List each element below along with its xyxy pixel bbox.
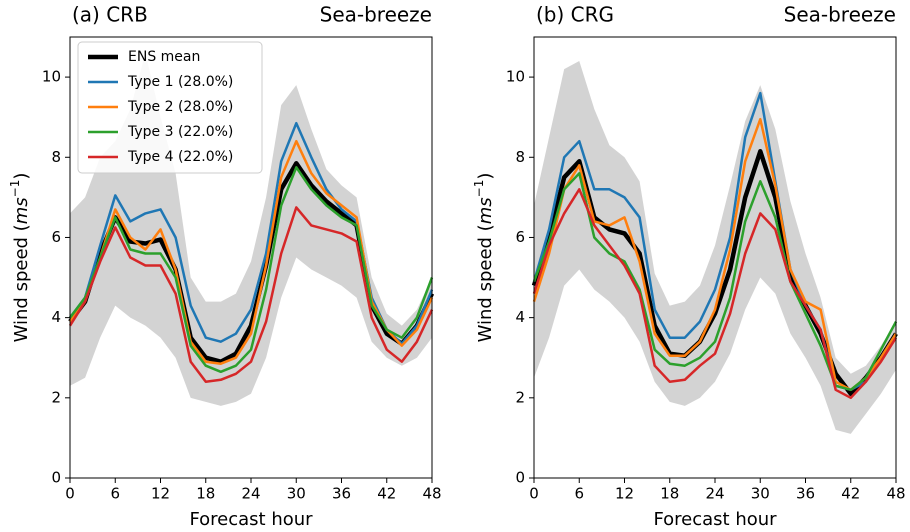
- x-tick-label: 30: [751, 485, 770, 503]
- panel-title: (a) CRB: [72, 3, 148, 27]
- x-axis-label: Forecast hour: [189, 509, 313, 530]
- y-axis-label-part: −1: [472, 180, 486, 198]
- y-axis-label-part: −1: [8, 180, 22, 198]
- x-tick-label: 18: [660, 485, 679, 503]
- y-tick-label: 2: [515, 388, 525, 406]
- y-tick-label: 6: [51, 228, 61, 246]
- y-tick-label: 2: [51, 388, 61, 406]
- x-tick-label: 30: [287, 485, 306, 503]
- x-tick-label: 42: [841, 485, 860, 503]
- x-tick-label: 48: [422, 485, 441, 503]
- y-tick-label: 10: [506, 68, 525, 86]
- legend-label: Type 4 (22.0%): [127, 149, 233, 165]
- x-tick-label: 48: [886, 485, 905, 503]
- series-line: [69, 166, 434, 374]
- legend-box: [77, 41, 263, 174]
- spread-band: [534, 61, 896, 434]
- x-tick-label: 36: [796, 485, 815, 503]
- y-tick-label: 6: [515, 228, 525, 246]
- x-tick-label: 6: [574, 485, 584, 503]
- legend-label: Type 3 (22.0%): [127, 124, 233, 140]
- x-tick-label: 24: [705, 485, 724, 503]
- y-axis-label-part: ): [475, 173, 496, 180]
- panel-annotation: Sea-breeze: [320, 3, 432, 27]
- y-axis-label-part: ms: [475, 197, 496, 224]
- series-line: [532, 117, 898, 392]
- x-tick-label: 36: [332, 485, 351, 503]
- x-tick-label: 0: [65, 485, 75, 503]
- y-tick-label: 10: [42, 68, 61, 86]
- x-tick-label: 12: [151, 485, 170, 503]
- y-axis-label-part: ): [11, 173, 32, 180]
- y-tick-label: 4: [51, 308, 61, 326]
- series-line: [532, 188, 898, 400]
- y-tick-label: 0: [51, 469, 61, 487]
- y-axis-label-part: Wind speed (: [11, 224, 32, 342]
- x-axis-label: Forecast hour: [653, 509, 777, 530]
- panel-title: (b) CRG: [536, 3, 614, 27]
- y-tick-label: 8: [51, 148, 61, 166]
- x-tick-label: 18: [196, 485, 215, 503]
- x-tick-label: 42: [377, 485, 396, 503]
- y-tick-label: 0: [515, 469, 525, 487]
- legend-label: Type 2 (28.0%): [127, 99, 233, 115]
- x-tick-label: 24: [241, 485, 260, 503]
- y-tick-label: 8: [515, 148, 525, 166]
- legend-label: Type 1 (28.0%): [127, 74, 233, 90]
- x-tick-label: 0: [529, 485, 539, 503]
- series-line: [68, 206, 434, 384]
- y-axis-label-part: ms: [11, 197, 32, 224]
- y-axis-label: Wind speed (ms−1): [472, 173, 497, 343]
- y-axis-label: Wind speed (ms−1): [8, 173, 33, 343]
- legend-label: ENS mean: [128, 49, 200, 65]
- y-tick-label: 4: [515, 308, 525, 326]
- panel-annotation: Sea-breeze: [784, 3, 896, 27]
- x-tick-label: 6: [110, 485, 120, 503]
- y-axis-label-part: Wind speed (: [475, 224, 496, 342]
- x-tick-label: 12: [615, 485, 634, 503]
